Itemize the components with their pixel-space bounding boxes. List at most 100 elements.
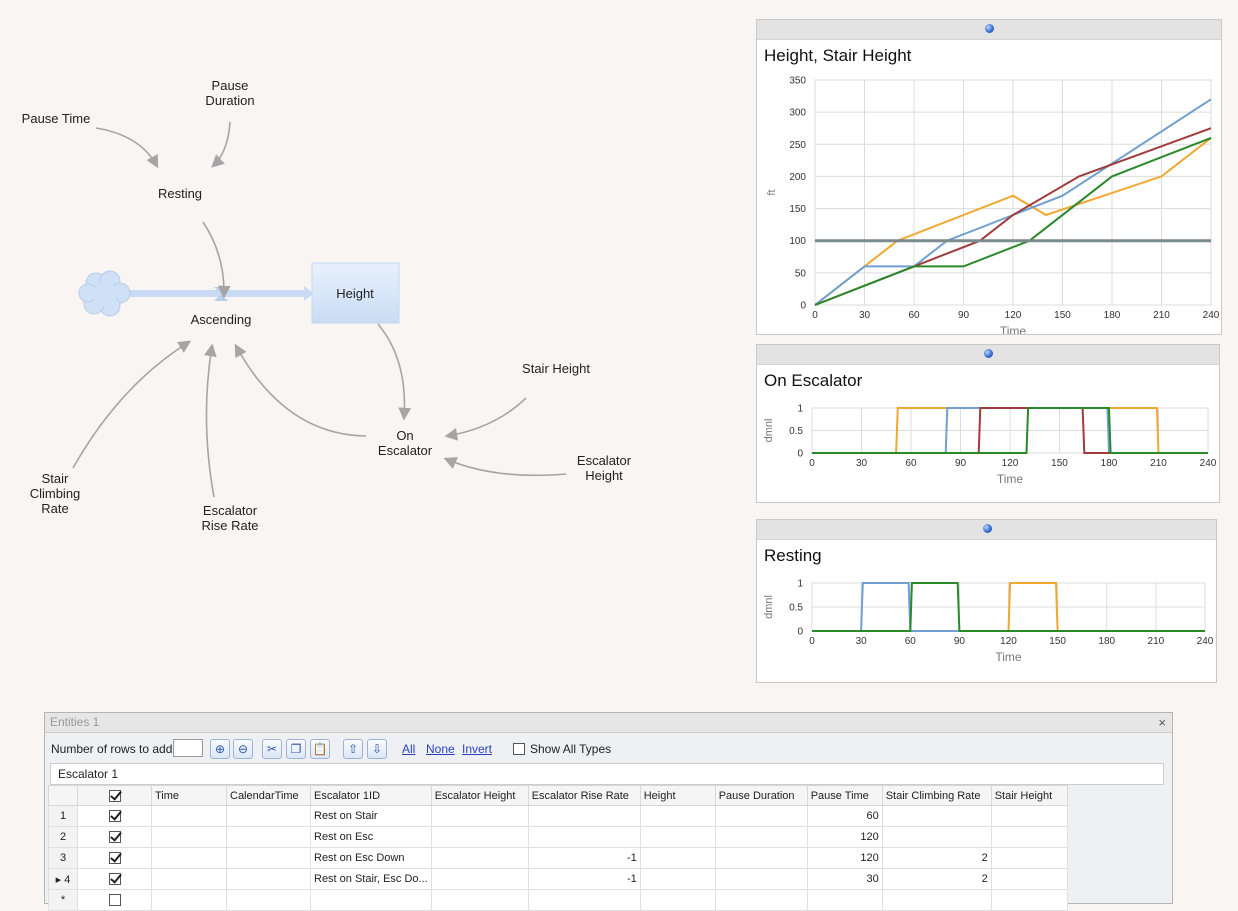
column-header[interactable]: Stair Height xyxy=(990,785,1068,806)
var-stair-height[interactable]: Stair Height xyxy=(522,361,590,376)
var-resting[interactable]: Resting xyxy=(157,186,203,201)
table-cell[interactable] xyxy=(881,826,992,848)
column-header[interactable]: Time xyxy=(151,785,227,806)
row-checkbox-cell[interactable] xyxy=(77,889,152,911)
copy-icon[interactable]: ❐ xyxy=(286,739,306,759)
table-cell[interactable] xyxy=(310,889,432,911)
table-cell[interactable] xyxy=(714,805,808,827)
invert-selection-link[interactable]: Invert xyxy=(462,742,493,756)
add-row-icon[interactable]: ⊕ xyxy=(210,739,230,759)
table-cell[interactable] xyxy=(151,889,227,911)
table-cell[interactable] xyxy=(639,826,716,848)
column-header[interactable]: Pause Time xyxy=(806,785,883,806)
table-cell[interactable] xyxy=(226,805,311,827)
table-cell[interactable] xyxy=(990,868,1068,890)
table-row[interactable]: 2 Rest on Esc 120 xyxy=(48,826,1068,848)
tab-escalator-1[interactable]: Escalator 1 xyxy=(58,767,119,781)
var-escalator-rise-rate[interactable]: Escalator Rise Rate xyxy=(201,503,258,533)
panel-header[interactable] xyxy=(757,20,1221,40)
table-row[interactable]: 3 Rest on Esc Down -1 120 2 xyxy=(48,847,1068,869)
table-cell[interactable]: 30 xyxy=(806,868,883,890)
table-cell[interactable] xyxy=(226,889,311,911)
table-cell[interactable] xyxy=(151,847,227,869)
row-checkbox[interactable] xyxy=(108,810,121,823)
table-row[interactable]: ▸ 4 Rest on Stair, Esc Do... -1 30 2 xyxy=(48,868,1068,890)
select-all-link[interactable]: All xyxy=(402,742,416,756)
table-cell[interactable] xyxy=(226,847,311,869)
table-cell[interactable] xyxy=(639,805,716,827)
table-cell[interactable] xyxy=(990,826,1068,848)
table-cell[interactable] xyxy=(881,805,992,827)
table-cell[interactable] xyxy=(639,847,716,869)
table-cell[interactable]: 120 xyxy=(806,826,883,848)
table-cell[interactable]: 120 xyxy=(806,847,883,869)
pin-icon[interactable] xyxy=(982,524,992,533)
row-checkbox-cell[interactable] xyxy=(77,868,152,890)
table-cell[interactable] xyxy=(990,847,1068,869)
column-header[interactable]: Height xyxy=(639,785,716,806)
table-cell[interactable]: Rest on Esc xyxy=(310,826,432,848)
table-cell[interactable] xyxy=(430,847,529,869)
select-none-link[interactable]: None xyxy=(426,742,455,756)
pin-icon[interactable] xyxy=(985,24,994,33)
table-cell[interactable]: Rest on Stair, Esc Do... xyxy=(310,868,432,890)
row-checkbox[interactable] xyxy=(108,831,121,844)
column-header[interactable]: Pause Duration xyxy=(714,785,808,806)
table-cell[interactable] xyxy=(151,805,227,827)
column-header[interactable]: Escalator 1ID xyxy=(310,785,432,806)
show-all-types-checkbox[interactable] xyxy=(513,743,525,755)
table-cell[interactable]: Rest on Esc Down xyxy=(310,847,432,869)
cut-icon[interactable]: ✂ xyxy=(262,739,282,759)
panel-header[interactable] xyxy=(757,345,1219,365)
row-checkbox[interactable] xyxy=(108,873,121,886)
row-checkbox[interactable] xyxy=(108,852,121,865)
var-escalator-height[interactable]: Escalator Height xyxy=(577,453,631,483)
column-header[interactable]: CalendarTime xyxy=(226,785,311,806)
table-cell[interactable] xyxy=(151,826,227,848)
table-cell[interactable] xyxy=(430,826,529,848)
table-cell[interactable] xyxy=(639,868,716,890)
move-up-icon[interactable]: ⇧ xyxy=(343,739,363,759)
column-header[interactable]: Escalator Rise Rate xyxy=(527,785,641,806)
table-cell[interactable] xyxy=(527,805,641,827)
row-checkbox[interactable] xyxy=(108,894,121,907)
var-pause-time[interactable]: Pause Time xyxy=(21,111,91,126)
table-cell[interactable] xyxy=(806,889,883,911)
table-cell[interactable] xyxy=(226,826,311,848)
var-stair-climbing-rate[interactable]: Stair Climbing Rate xyxy=(30,471,81,516)
table-cell[interactable] xyxy=(714,868,808,890)
table-row[interactable]: * xyxy=(48,889,1068,911)
panel-header[interactable] xyxy=(757,520,1216,540)
stock-height-box[interactable] xyxy=(311,262,400,324)
row-checkbox-cell[interactable] xyxy=(77,826,152,848)
table-cell[interactable] xyxy=(881,889,992,911)
table-cell[interactable] xyxy=(527,826,641,848)
table-cell[interactable] xyxy=(714,826,808,848)
pin-icon[interactable] xyxy=(984,349,993,358)
table-cell[interactable]: -1 xyxy=(527,847,641,869)
table-cell[interactable]: 2 xyxy=(881,868,992,890)
remove-row-icon[interactable]: ⊖ xyxy=(233,739,253,759)
table-cell[interactable]: 2 xyxy=(881,847,992,869)
table-cell[interactable] xyxy=(639,889,716,911)
table-cell[interactable]: Rest on Stair xyxy=(310,805,432,827)
flow-ascending[interactable]: Ascending xyxy=(190,312,252,327)
table-cell[interactable] xyxy=(430,889,529,911)
move-down-icon[interactable]: ⇩ xyxy=(367,739,387,759)
table-cell[interactable] xyxy=(430,805,529,827)
var-on-escalator[interactable]: On Escalator xyxy=(378,428,432,458)
table-cell[interactable] xyxy=(990,805,1068,827)
table-cell[interactable] xyxy=(527,889,641,911)
select-all-checkbox[interactable] xyxy=(108,789,121,802)
table-cell[interactable] xyxy=(714,889,808,911)
close-icon[interactable]: × xyxy=(1158,715,1166,730)
table-cell[interactable] xyxy=(226,868,311,890)
table-cell[interactable]: 60 xyxy=(806,805,883,827)
var-pause-duration[interactable]: Pause Duration xyxy=(205,78,254,108)
paste-icon[interactable]: 📋 xyxy=(310,739,330,759)
table-cell[interactable] xyxy=(990,889,1068,911)
row-checkbox-cell[interactable] xyxy=(77,847,152,869)
table-cell[interactable] xyxy=(714,847,808,869)
table-cell[interactable] xyxy=(151,868,227,890)
column-header[interactable]: Escalator Height xyxy=(430,785,529,806)
